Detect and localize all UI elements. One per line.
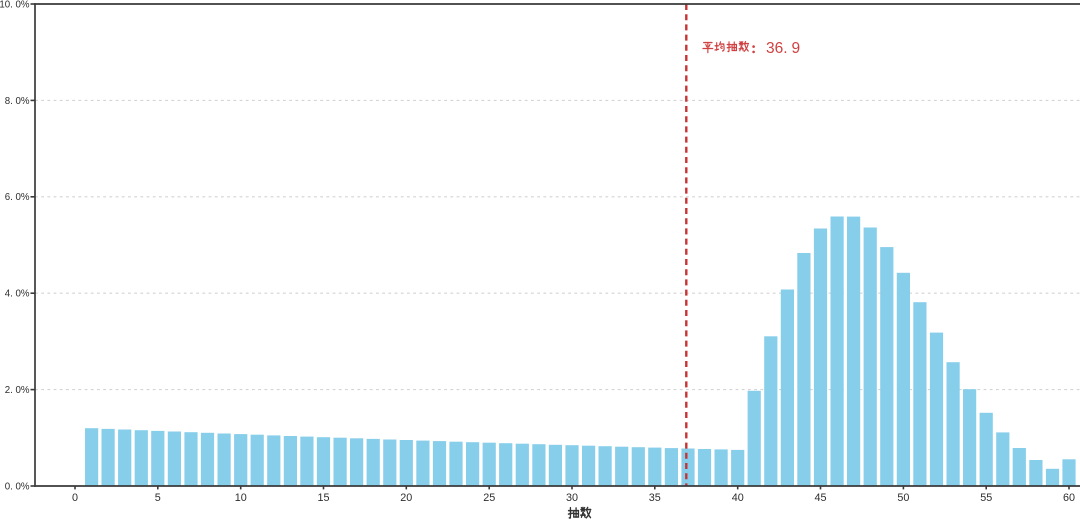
svg-text:30: 30 [566,492,578,504]
svg-text:60: 60 [1063,492,1075,504]
svg-text:40: 40 [732,492,744,504]
svg-text:8. 0%: 8. 0% [5,96,30,107]
svg-text:10: 10 [235,492,247,504]
svg-text:50: 50 [897,492,909,504]
svg-text:20: 20 [400,492,412,504]
svg-text:9: 9 [792,40,801,57]
svg-text:25: 25 [483,492,495,504]
svg-text:4. 0%: 4. 0% [5,289,30,300]
svg-text:10. 0%: 10. 0% [0,0,30,10]
svg-text:2. 0%: 2. 0% [5,385,30,396]
svg-text:55: 55 [980,492,992,504]
svg-text:5: 5 [155,492,161,504]
svg-text:6. 0%: 6. 0% [5,192,30,203]
svg-text:36.: 36. [766,40,788,57]
svg-text:0: 0 [72,492,78,504]
svg-text:45: 45 [814,492,826,504]
svg-text:35: 35 [649,492,661,504]
svg-text:15: 15 [317,492,329,504]
svg-text:0. 0%: 0. 0% [5,481,30,492]
